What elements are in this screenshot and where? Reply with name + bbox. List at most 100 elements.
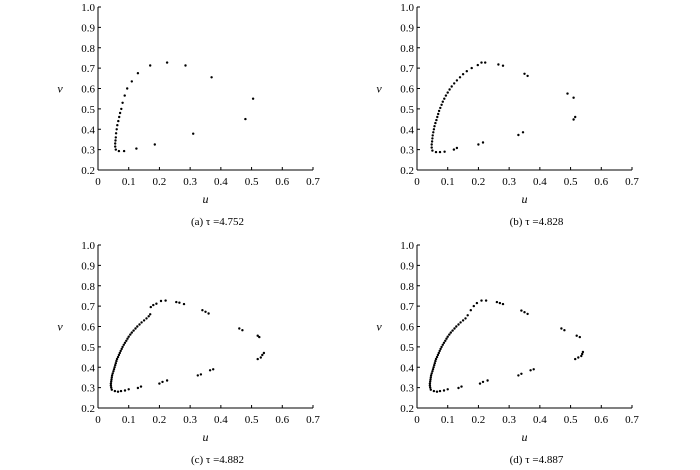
data-point bbox=[448, 88, 451, 91]
data-point bbox=[110, 388, 114, 391]
data-point bbox=[560, 327, 563, 330]
x-tick-label: 0.1 bbox=[441, 414, 455, 426]
y-tick-label: 0.3 bbox=[81, 383, 95, 395]
data-point bbox=[153, 143, 156, 146]
y-tick-label: 0.9 bbox=[400, 260, 414, 272]
data-point bbox=[433, 364, 436, 367]
x-tick-label: 0.3 bbox=[502, 176, 516, 188]
data-point bbox=[501, 302, 505, 306]
data-point bbox=[431, 149, 434, 152]
data-point bbox=[212, 368, 215, 371]
data-point bbox=[581, 352, 584, 356]
data-point bbox=[241, 329, 244, 332]
data-point bbox=[444, 339, 447, 342]
x-tick-label: 0.4 bbox=[214, 176, 228, 188]
data-point bbox=[430, 143, 433, 146]
x-axis-label: u bbox=[203, 430, 209, 444]
data-point bbox=[149, 313, 152, 316]
y-tick-label: 0.7 bbox=[400, 301, 414, 313]
data-point bbox=[165, 379, 169, 382]
y-tick-label: 0.2 bbox=[81, 403, 95, 415]
data-point bbox=[575, 334, 578, 337]
data-point bbox=[165, 61, 169, 64]
data-point bbox=[429, 374, 433, 377]
data-point bbox=[439, 347, 442, 351]
y-axis-label: v bbox=[57, 82, 63, 96]
y-tick-label: 0.5 bbox=[81, 104, 95, 116]
data-point bbox=[110, 386, 113, 389]
y-tick-label: 0.9 bbox=[81, 22, 95, 34]
y-axis-label: v bbox=[57, 320, 63, 334]
data-point bbox=[430, 372, 433, 375]
y-tick-label: 0.7 bbox=[81, 63, 95, 75]
data-point bbox=[130, 331, 133, 334]
data-point bbox=[204, 310, 207, 313]
data-point bbox=[110, 376, 114, 379]
data-point bbox=[517, 374, 520, 377]
x-tick-label: 0 bbox=[95, 176, 101, 188]
data-point bbox=[464, 317, 467, 320]
data-point bbox=[442, 389, 446, 392]
data-point bbox=[523, 72, 526, 76]
data-point bbox=[431, 368, 435, 371]
x-tick-label: 0.7 bbox=[306, 414, 320, 426]
y-tick-label: 0.8 bbox=[400, 281, 414, 293]
data-point bbox=[132, 329, 135, 332]
data-point bbox=[196, 374, 199, 377]
data-point bbox=[453, 82, 456, 85]
data-point bbox=[129, 333, 132, 336]
data-point bbox=[429, 376, 432, 379]
data-point bbox=[114, 136, 118, 139]
x-tick-label: 0.7 bbox=[625, 414, 639, 426]
data-point bbox=[435, 355, 439, 359]
data-point bbox=[431, 137, 434, 140]
y-tick-label: 0.5 bbox=[400, 104, 414, 116]
data-point bbox=[451, 329, 454, 332]
data-point bbox=[470, 66, 473, 70]
data-point bbox=[445, 337, 448, 340]
data-point bbox=[116, 355, 120, 359]
x-tick-label: 0.5 bbox=[564, 176, 578, 188]
data-point bbox=[440, 103, 443, 107]
data-point bbox=[175, 300, 178, 304]
data-point bbox=[145, 317, 148, 320]
data-point bbox=[465, 70, 468, 73]
panel-caption-d: (d) τ =4.887 bbox=[510, 454, 564, 466]
data-point bbox=[114, 142, 117, 145]
data-point bbox=[440, 345, 443, 349]
data-point bbox=[501, 64, 505, 67]
data-point bbox=[155, 302, 158, 305]
y-tick-label: 0.7 bbox=[400, 63, 414, 75]
data-point bbox=[136, 386, 140, 390]
data-point bbox=[435, 390, 439, 393]
data-point bbox=[437, 109, 441, 113]
data-point bbox=[574, 357, 577, 361]
data-point bbox=[446, 91, 449, 94]
data-point bbox=[477, 143, 480, 146]
data-point bbox=[478, 382, 482, 385]
x-tick-label: 0.3 bbox=[183, 176, 197, 188]
data-point bbox=[136, 325, 139, 328]
data-point bbox=[119, 349, 122, 353]
data-point bbox=[441, 100, 444, 103]
data-point bbox=[119, 389, 123, 393]
data-point bbox=[110, 374, 114, 377]
data-point bbox=[121, 345, 124, 349]
data-point bbox=[574, 115, 577, 119]
x-tick-label: 0.6 bbox=[275, 176, 289, 188]
data-point bbox=[120, 107, 123, 111]
data-point bbox=[115, 357, 119, 361]
data-point bbox=[448, 333, 451, 336]
data-point bbox=[110, 380, 113, 383]
data-point bbox=[484, 61, 487, 64]
chart-panel-c: 0 0.1 0.2 0.3 0.4 0.5 0.6 0.7 0.2 0.3 0.4 0.5 0.6 0.7… bbox=[57, 240, 320, 466]
data-point bbox=[577, 356, 580, 359]
data-point bbox=[208, 369, 212, 372]
data-point bbox=[201, 309, 204, 312]
x-tick-label: 0.5 bbox=[245, 176, 259, 188]
y-axis-label: v bbox=[376, 82, 382, 96]
data-point bbox=[520, 372, 523, 375]
data-point bbox=[261, 353, 264, 357]
data-point bbox=[472, 304, 475, 308]
